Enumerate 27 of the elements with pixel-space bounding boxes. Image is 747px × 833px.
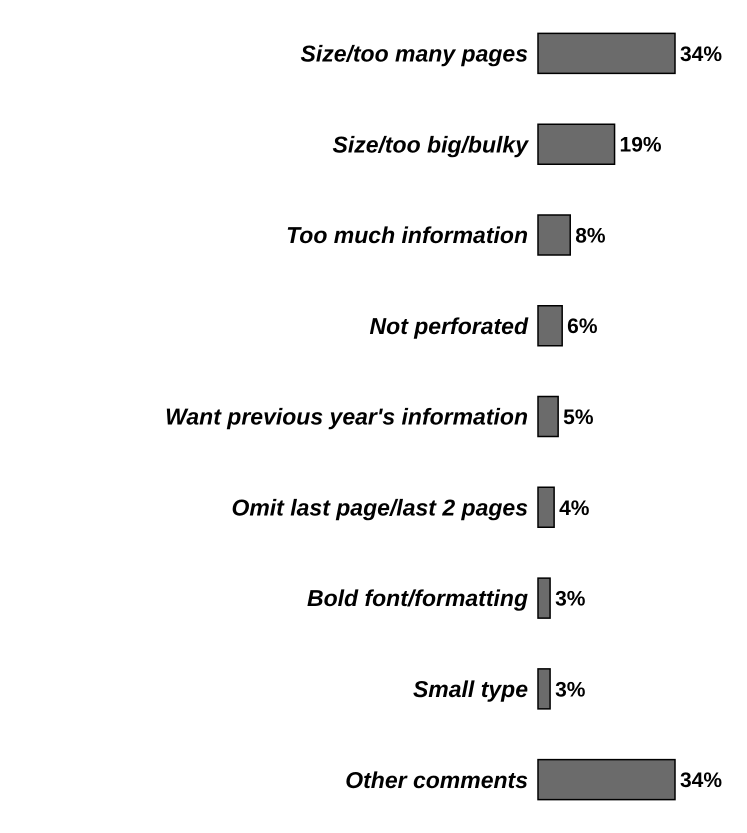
y-tick-label: Size/too many pages <box>300 40 528 67</box>
y-tick-label: Not perforated <box>370 312 529 339</box>
bar <box>537 577 551 619</box>
bar <box>537 486 555 528</box>
bar <box>537 32 676 74</box>
y-tick-label: Size/too big/bulky <box>332 131 530 158</box>
bar <box>537 123 616 165</box>
data-label: 4% <box>559 496 590 520</box>
bar <box>537 758 676 800</box>
data-label: 34% <box>680 42 722 66</box>
data-label: 5% <box>563 406 594 429</box>
data-label: 3% <box>555 588 586 611</box>
data-label: 34% <box>680 769 722 792</box>
y-tick-label: Omit last page/last 2 pages <box>231 494 528 520</box>
y-tick-label: Bold font/formatting <box>306 585 528 612</box>
y-tick-label: Other comments <box>345 766 528 793</box>
y-tick-label: Want previous year's information <box>165 404 528 430</box>
bar <box>537 305 563 346</box>
y-tick-label: Too much information <box>286 222 528 248</box>
bar <box>537 668 551 710</box>
data-label: 6% <box>567 315 598 338</box>
bar <box>537 214 571 256</box>
bar <box>537 396 559 438</box>
data-label: 8% <box>575 224 606 248</box>
data-label: 3% <box>555 678 586 702</box>
data-label: 19% <box>620 134 662 157</box>
y-tick-label: Small type <box>412 676 528 702</box>
